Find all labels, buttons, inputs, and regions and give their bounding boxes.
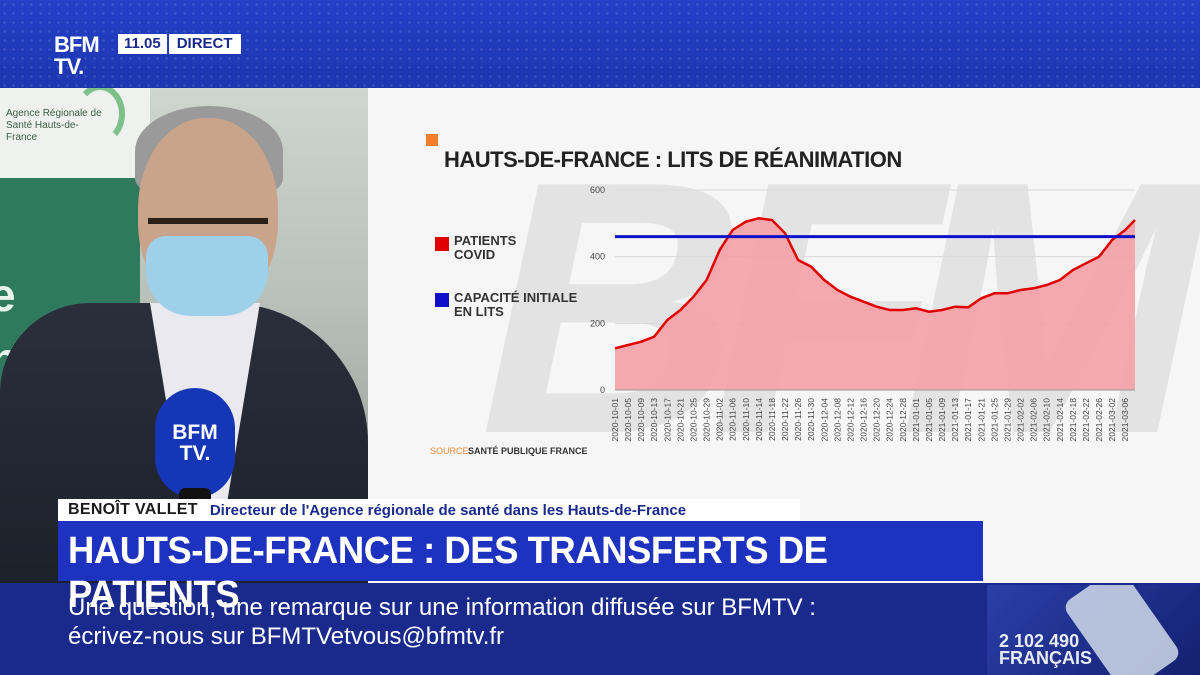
x-tick-label: 2021-03-02 (1107, 398, 1117, 442)
x-tick-label: 2020-10-09 (636, 398, 646, 442)
legend-label-covid: PATIENTS COVID (454, 233, 517, 262)
source-value: SANTÉ PUBLIQUE FRANCE (468, 446, 588, 456)
microphone-logo: BFM TV. (172, 421, 218, 465)
x-tick-label: 2020-10-05 (623, 398, 633, 442)
ticker-line-2: écrivez-nous sur BFMTVetvous@bfmtv.fr (68, 623, 505, 650)
headline: HAUTS-DE-FRANCE : DES TRANSFERTS DE PATI… (68, 530, 828, 616)
x-tick-label: 2021-02-22 (1081, 398, 1091, 442)
x-tick-label: 2021-02-06 (1029, 398, 1039, 442)
channel-logo: BFM TV. (54, 32, 100, 79)
x-tick-label: 2020-10-29 (702, 398, 712, 442)
x-tick-label: 2021-01-01 (911, 398, 921, 442)
ticker-line-1: Une question, une remarque sur une infor… (68, 594, 816, 621)
x-tick-label: 2021-02-02 (1016, 398, 1026, 442)
top-band (0, 0, 1200, 88)
microphone-head (155, 388, 235, 498)
ars-logo-icon (75, 88, 125, 144)
promo-text: 2 102 490 FRANÇAIS (999, 631, 1092, 668)
x-tick-label: 2020-11-02 (715, 398, 725, 441)
x-tick-label: 2021-02-18 (1068, 398, 1078, 442)
x-tick-label: 2020-11-14 (754, 398, 764, 441)
interview-video: Agence Régionale de Santé Hauts-de-Franc… (0, 88, 368, 583)
source-label: SOURCE (430, 446, 469, 456)
glasses-icon (148, 218, 268, 248)
x-tick-label: 2020-10-01 (610, 398, 620, 442)
y-tick-label: 0 (600, 385, 605, 395)
face-mask-icon (146, 236, 268, 316)
x-tick-label: 2020-10-17 (662, 398, 672, 442)
x-tick-label: 2020-11-26 (793, 398, 803, 441)
legend-label-capacity: CAPACITÉ INITIALE EN LITS (454, 290, 578, 319)
x-tick-label: 2021-02-10 (1042, 398, 1052, 442)
ars-banner-text: Agence Régionale de Santé Hauts-de-Franc… (6, 108, 102, 143)
x-tick-label: 2020-12-08 (832, 398, 842, 442)
headline-bar: HAUTS-DE-FRANCE : DES TRANSFERTS DE PATI… (58, 521, 983, 616)
ars-banner: Agence Régionale de Santé Hauts-de-Franc… (0, 88, 150, 183)
x-tick-label: 2020-11-06 (728, 398, 738, 441)
x-tick-label: 2020-11-10 (741, 398, 751, 441)
speaker-name: BENOÎT VALLET (68, 501, 198, 518)
clock-badge: 11.05 DIRECT (118, 34, 241, 54)
clock-time: 11.05 (118, 34, 167, 54)
y-tick-label: 600 (590, 185, 605, 195)
legend-swatch-covid (435, 237, 449, 251)
x-tick-label: 2020-10-21 (675, 398, 685, 442)
x-tick-label: 2021-02-26 (1094, 398, 1104, 442)
legend-swatch-capacity (435, 293, 449, 307)
x-tick-label: 2021-03-06 (1120, 398, 1130, 442)
x-tick-label: 2020-12-04 (819, 398, 829, 442)
x-tick-label: 2020-12-12 (845, 398, 855, 442)
x-tick-label: 2020-10-25 (688, 398, 698, 442)
live-badge: DIRECT (168, 34, 241, 54)
x-tick-label: 2020-12-20 (872, 398, 882, 442)
covid-series-line (614, 217, 1136, 350)
x-tick-label: 2020-12-28 (898, 398, 908, 442)
title-marker-icon (426, 134, 438, 146)
x-tick-label: 2021-01-13 (950, 398, 960, 442)
x-tick-label: 2021-01-25 (989, 398, 999, 442)
y-tick-label: 400 (590, 252, 605, 262)
x-tick-label: 2020-11-18 (767, 398, 777, 441)
x-tick-label: 2021-01-17 (963, 398, 973, 442)
x-tick-label: 2020-11-22 (780, 398, 790, 441)
covid-area (615, 218, 1135, 390)
chart-svg: 0 200 400 600 2020-10-01 2020-10-05 2020-10-09… (590, 185, 1136, 442)
x-tick-label: 2021-01-21 (976, 398, 986, 442)
x-tick-label: 2021-01-09 (937, 398, 947, 442)
x-tick-label: 2021-01-05 (924, 398, 934, 442)
x-tick-label: 2020-10-13 (649, 398, 659, 442)
name-bar: BENOÎT VALLET Directeur de l'Agence régi… (58, 499, 800, 521)
y-tick-label: 200 (590, 318, 605, 328)
speaker-role: Directeur de l'Agence régionale de santé… (209, 501, 687, 519)
x-tick-label: 2020-12-16 (859, 398, 869, 442)
x-tick-label: 2020-12-24 (885, 398, 895, 442)
x-tick-label: 2021-01-29 (1002, 398, 1012, 442)
x-tick-label: 2020-11-30 (806, 398, 816, 441)
chart-title: HAUTS-DE-FRANCE : LITS DE RÉANIMATION (444, 147, 902, 172)
x-tick-label: 2021-02-14 (1055, 398, 1065, 442)
corner-promo: 2 102 490 FRANÇAIS (987, 585, 1200, 675)
